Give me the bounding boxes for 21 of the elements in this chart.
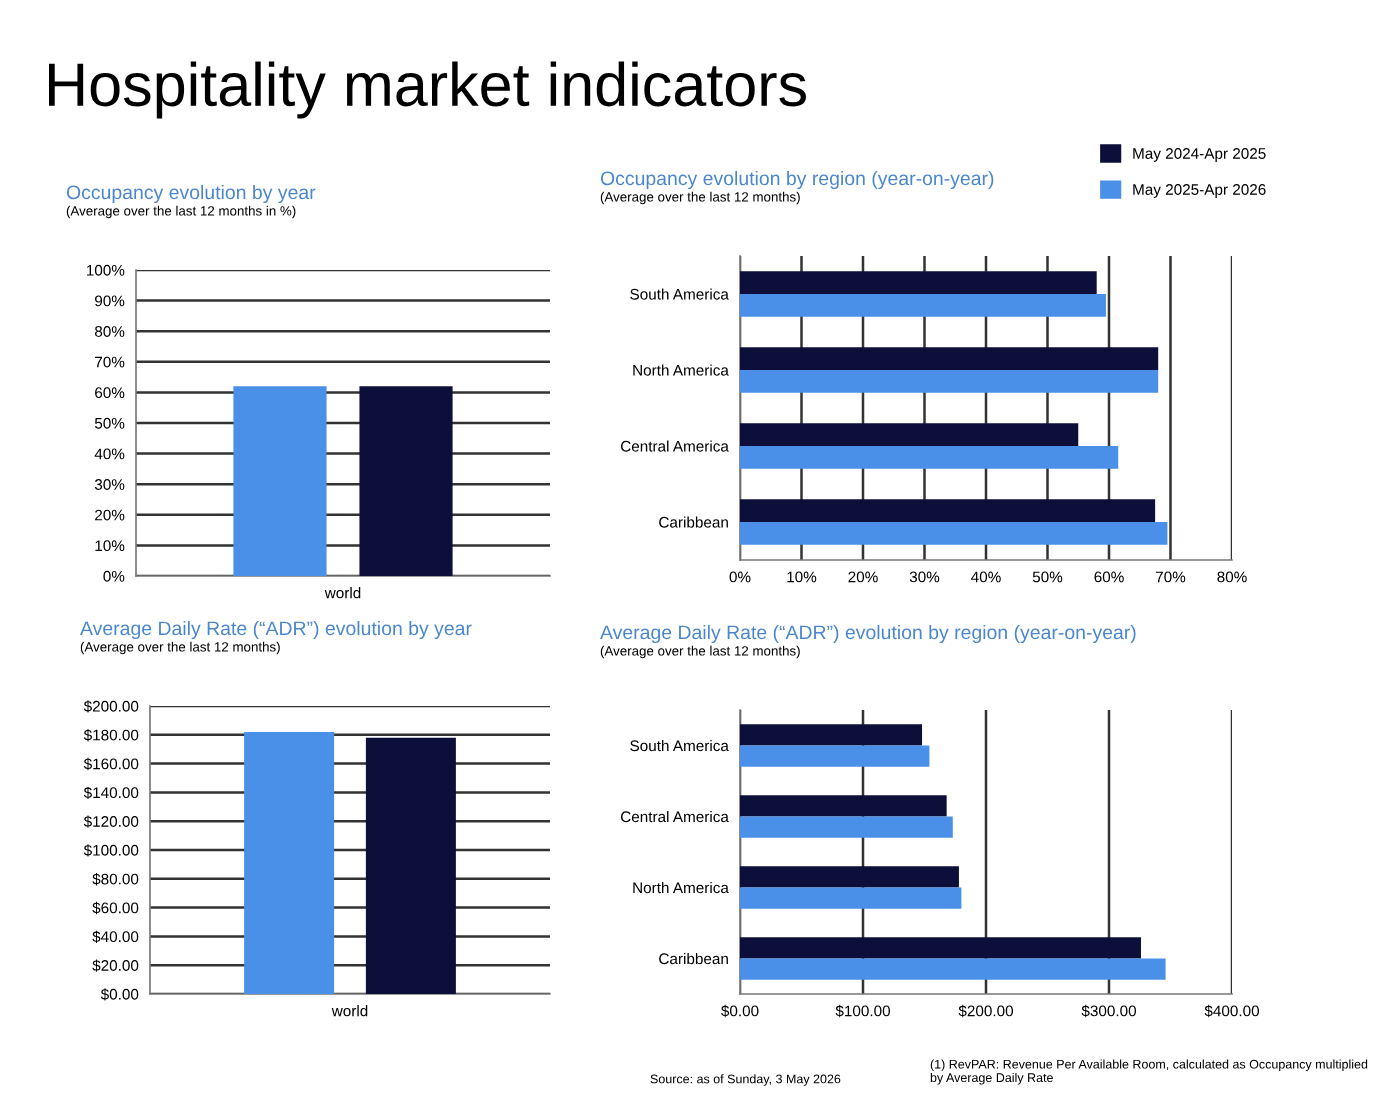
chart-title: Average Daily Rate (“ADR”) evolution by region (year-on-year) [600,624,1136,644]
bar [740,271,1097,294]
bar [740,937,1141,959]
text: Hospitality market indicators [49,61,806,119]
bar [740,866,959,888]
bar [740,724,923,746]
chart-title: Average Daily Rate (“ADR”) evolution by year [80,620,472,640]
bar [740,446,1119,469]
bar [740,816,953,838]
bar [740,499,1156,522]
bar [740,522,1168,545]
chart-title: Occupancy evolution by region (year-on-year) [600,170,994,190]
bar [740,887,962,909]
bar [740,423,1079,446]
bar [740,745,930,767]
chart-title: Occupancy evolution by year [66,184,316,204]
bar [740,958,1166,980]
bar [740,347,1159,370]
bar [740,370,1159,393]
bar [740,294,1106,317]
bar [740,795,947,817]
